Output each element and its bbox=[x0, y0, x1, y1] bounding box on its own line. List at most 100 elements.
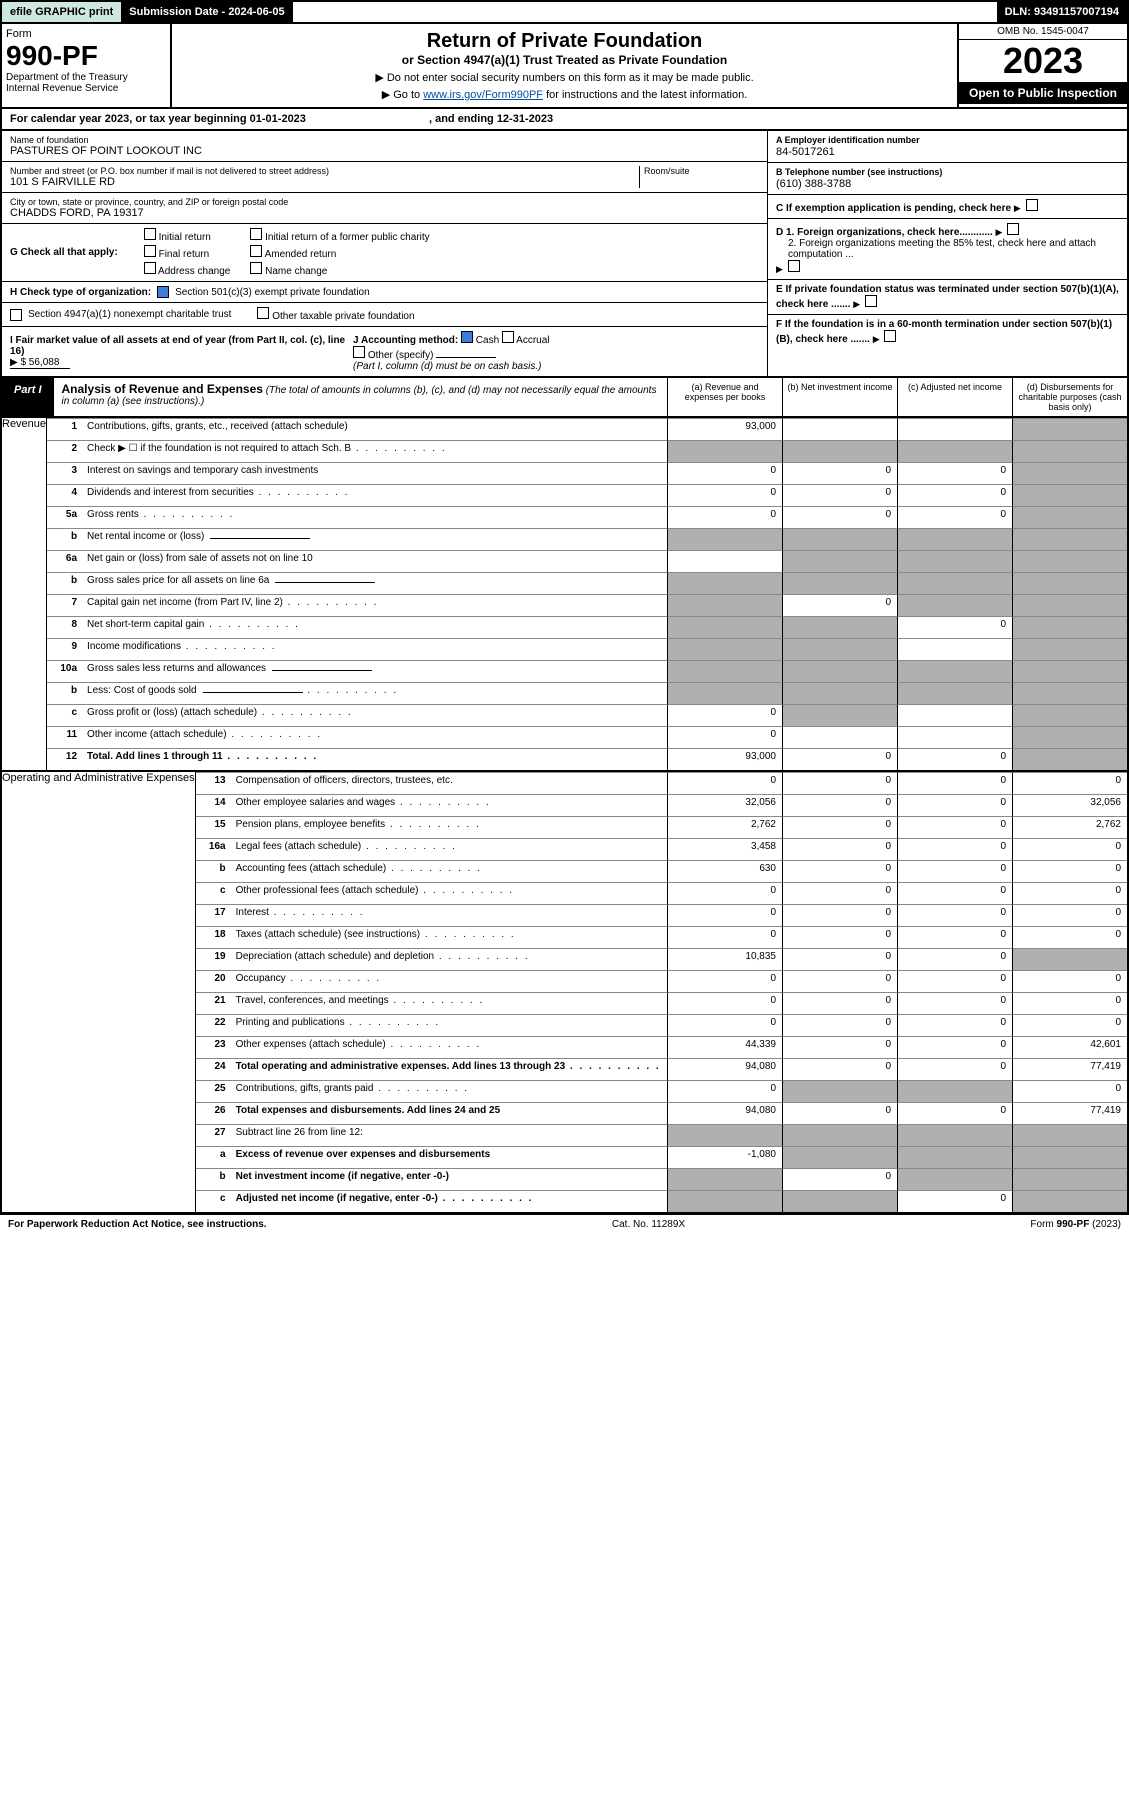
line-text: Dividends and interest from securities bbox=[83, 484, 667, 506]
line-number: c bbox=[196, 1190, 232, 1212]
note2-post: for instructions and the latest informat… bbox=[543, 89, 747, 101]
c-checkbox[interactable] bbox=[1026, 199, 1038, 211]
cell-b: 0 bbox=[782, 1014, 897, 1036]
d-cell: D 1. Foreign organizations, check here..… bbox=[768, 219, 1127, 280]
cell-a: 44,339 bbox=[667, 1036, 782, 1058]
cell-c bbox=[897, 638, 1012, 660]
line-text: Other employee salaries and wages bbox=[232, 794, 667, 816]
cell-c: 0 bbox=[897, 860, 1012, 882]
line-text: Gross sales price for all assets on line… bbox=[83, 572, 667, 594]
final-return-checkbox[interactable] bbox=[144, 245, 156, 257]
cell-b: 0 bbox=[782, 816, 897, 838]
name-cell: Name of foundation PASTURES OF POINT LOO… bbox=[2, 131, 767, 162]
line-number: 22 bbox=[196, 1014, 232, 1036]
line-number: 24 bbox=[196, 1058, 232, 1080]
cell-b bbox=[782, 1124, 897, 1146]
cell-a bbox=[667, 1124, 782, 1146]
cell-a: 0 bbox=[667, 704, 782, 726]
table-row: 7Capital gain net income (from Part IV, … bbox=[47, 594, 1127, 616]
cell-c: 0 bbox=[897, 748, 1012, 770]
501c3-checkbox[interactable] bbox=[157, 286, 169, 298]
cell-a bbox=[667, 682, 782, 704]
initial-return-checkbox[interactable] bbox=[144, 228, 156, 240]
line-number: 10a bbox=[47, 660, 83, 682]
cell-d bbox=[1012, 948, 1127, 970]
4947-checkbox[interactable] bbox=[10, 309, 22, 321]
col-a-hdr: (a) Revenue and expenses per books bbox=[667, 378, 782, 416]
page-footer: For Paperwork Reduction Act Notice, see … bbox=[0, 1214, 1129, 1234]
cell-d bbox=[1012, 550, 1127, 572]
cell-a bbox=[667, 550, 782, 572]
e-cell: E If private foundation status was termi… bbox=[768, 280, 1127, 315]
dln-badge: DLN: 93491157007194 bbox=[997, 2, 1127, 22]
name-change-checkbox[interactable] bbox=[250, 262, 262, 274]
table-row: cGross profit or (loss) (attach schedule… bbox=[47, 704, 1127, 726]
cell-b: 0 bbox=[782, 838, 897, 860]
cell-b: 0 bbox=[782, 772, 897, 794]
cash-checkbox[interactable] bbox=[461, 331, 473, 343]
cell-d bbox=[1012, 1168, 1127, 1190]
line-text: Other expenses (attach schedule) bbox=[232, 1036, 667, 1058]
table-row: 14Other employee salaries and wages32,05… bbox=[196, 794, 1127, 816]
address-change-checkbox[interactable] bbox=[144, 262, 156, 274]
j-other: Other (specify) bbox=[368, 350, 434, 361]
line-text: Capital gain net income (from Part IV, l… bbox=[83, 594, 667, 616]
line-text: Travel, conferences, and meetings bbox=[232, 992, 667, 1014]
initial-former-checkbox[interactable] bbox=[250, 228, 262, 240]
cell-c bbox=[897, 572, 1012, 594]
table-row: 22Printing and publications0000 bbox=[196, 1014, 1127, 1036]
cell-d bbox=[1012, 418, 1127, 440]
line-text: Accounting fees (attach schedule) bbox=[232, 860, 667, 882]
cell-b bbox=[782, 704, 897, 726]
f-checkbox[interactable] bbox=[884, 330, 896, 342]
line-text: Gross profit or (loss) (attach schedule) bbox=[83, 704, 667, 726]
table-row: 5aGross rents000 bbox=[47, 506, 1127, 528]
cell-d: 2,762 bbox=[1012, 816, 1127, 838]
cell-d bbox=[1012, 1124, 1127, 1146]
line-number: b bbox=[47, 528, 83, 550]
cell-d: 0 bbox=[1012, 1080, 1127, 1102]
cell-c: 0 bbox=[897, 1190, 1012, 1212]
line-number: 15 bbox=[196, 816, 232, 838]
form-note2: ▶ Go to www.irs.gov/Form990PF for instru… bbox=[178, 88, 951, 101]
name-label: Name of foundation bbox=[10, 135, 759, 145]
part1-table: Revenue 1Contributions, gifts, grants, e… bbox=[0, 418, 1129, 1214]
opt-final: Final return bbox=[159, 249, 210, 260]
cell-b bbox=[782, 660, 897, 682]
other-taxable-checkbox[interactable] bbox=[257, 307, 269, 319]
cell-d bbox=[1012, 572, 1127, 594]
line-text: Other income (attach schedule) bbox=[83, 726, 667, 748]
col-c-hdr: (c) Adjusted net income bbox=[897, 378, 1012, 416]
line-text: Taxes (attach schedule) (see instruction… bbox=[232, 926, 667, 948]
cell-a: 93,000 bbox=[667, 418, 782, 440]
cell-c: 0 bbox=[897, 926, 1012, 948]
cell-c bbox=[897, 1146, 1012, 1168]
cell-c bbox=[897, 594, 1012, 616]
irs-link[interactable]: www.irs.gov/Form990PF bbox=[423, 89, 543, 101]
e-checkbox[interactable] bbox=[865, 295, 877, 307]
cell-b: 0 bbox=[782, 970, 897, 992]
d2-checkbox[interactable] bbox=[788, 260, 800, 272]
ein-label: A Employer identification number bbox=[776, 135, 920, 145]
h2-text: Section 4947(a)(1) nonexempt charitable … bbox=[28, 309, 231, 320]
cell-d: 0 bbox=[1012, 882, 1127, 904]
cell-d bbox=[1012, 638, 1127, 660]
tax-year: 2023 bbox=[959, 40, 1127, 82]
calyear-begin: For calendar year 2023, or tax year begi… bbox=[10, 113, 306, 125]
accrual-checkbox[interactable] bbox=[502, 331, 514, 343]
cell-b: 0 bbox=[782, 794, 897, 816]
cell-a bbox=[667, 660, 782, 682]
opt-amended: Amended return bbox=[265, 249, 337, 260]
cell-c bbox=[897, 704, 1012, 726]
d1-checkbox[interactable] bbox=[1007, 223, 1019, 235]
line-text: Total operating and administrative expen… bbox=[232, 1058, 667, 1080]
footer-mid: Cat. No. 11289X bbox=[612, 1219, 685, 1230]
amended-checkbox[interactable] bbox=[250, 245, 262, 257]
other-method-checkbox[interactable] bbox=[353, 346, 365, 358]
cell-c: 0 bbox=[897, 1014, 1012, 1036]
cell-b: 0 bbox=[782, 506, 897, 528]
cell-a bbox=[667, 440, 782, 462]
part1-title: Analysis of Revenue and Expenses bbox=[62, 382, 263, 396]
cell-b: 0 bbox=[782, 926, 897, 948]
cell-c: 0 bbox=[897, 1036, 1012, 1058]
